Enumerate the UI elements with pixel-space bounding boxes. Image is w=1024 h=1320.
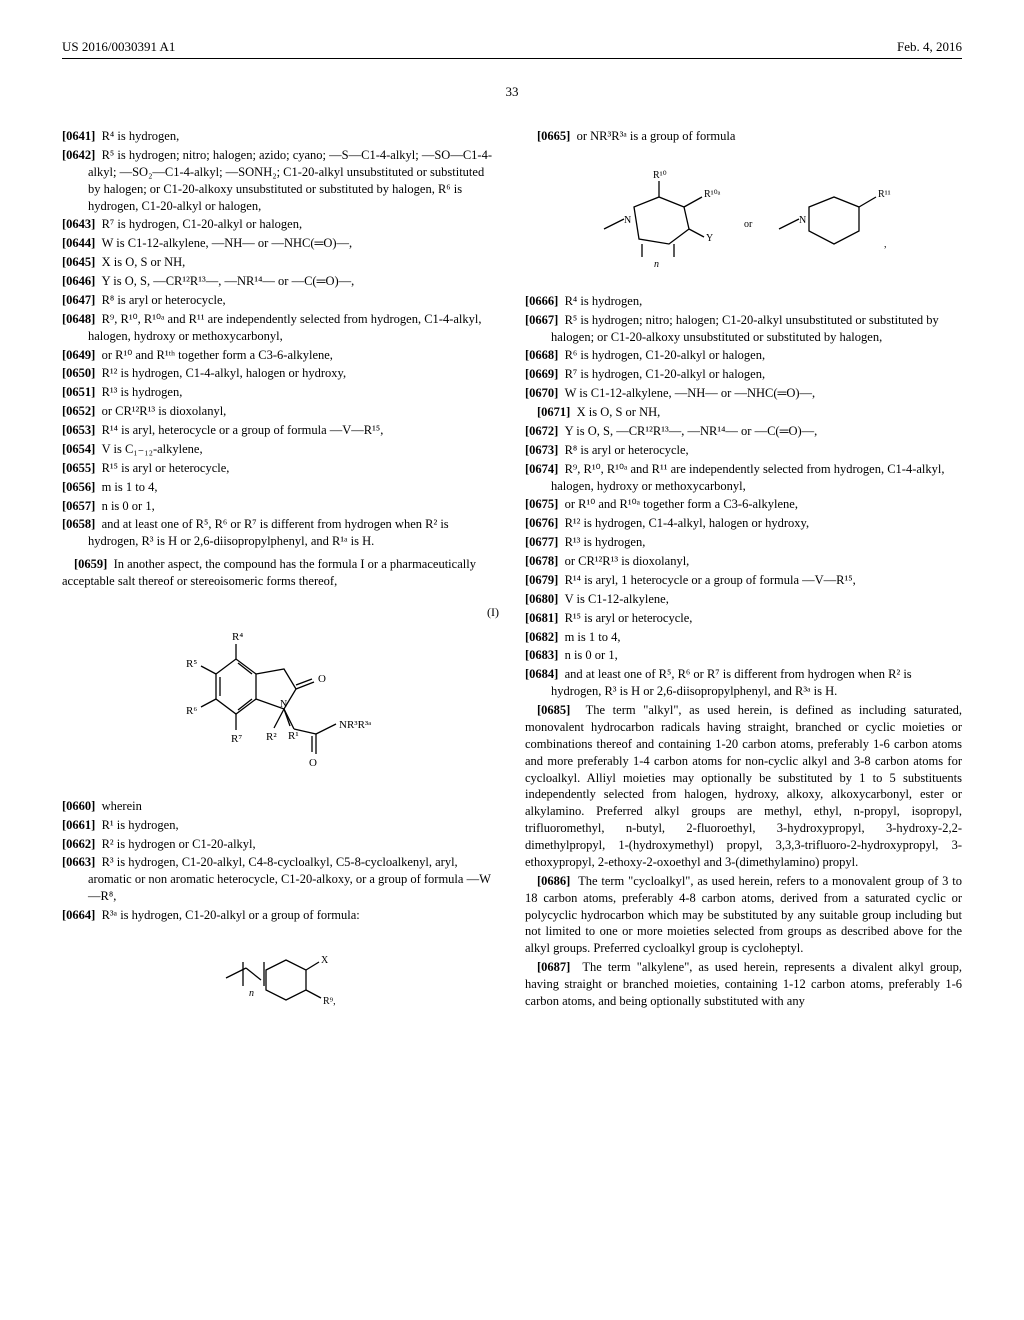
para-0655: [0655] R¹⁵ is aryl or heterocycle, <box>62 460 499 477</box>
para-0661: [0661] R¹ is hydrogen, <box>62 817 499 834</box>
para-0648: [0648] R⁹, R¹⁰, R¹⁰ᵃ and R¹¹ are indepen… <box>62 311 499 345</box>
para-0660: [0660] wherein <box>62 798 499 815</box>
para-0667: [0667] R⁵ is hydrogen; nitro; halogen; C… <box>525 312 962 346</box>
para-0662: [0662] R² is hydrogen or C1-20-alkyl, <box>62 836 499 853</box>
svg-text:NR³R³ᵃ: NR³R³ᵃ <box>339 719 371 731</box>
para-0657: [0657] n is 0 or 1, <box>62 498 499 515</box>
para-0684: [0684] and at least one of R⁵, R⁶ or R⁷ … <box>525 666 962 700</box>
para-0675: [0675] or R¹⁰ and R¹⁰ᵃ together form a C… <box>525 496 962 513</box>
para-0682: [0682] m is 1 to 4, <box>525 629 962 646</box>
para-0677: [0677] R¹³ is hydrogen, <box>525 534 962 551</box>
page-header: US 2016/0030391 A1 Feb. 4, 2016 <box>62 38 962 56</box>
para-0653: [0653] R¹⁴ is aryl, heterocycle or a gro… <box>62 422 499 439</box>
para-0672: [0672] Y is O, S, —CR¹²R¹³—, —NR¹⁴— or —… <box>525 423 962 440</box>
left-column: [0641] R⁴ is hydrogen, [0642] R⁵ is hydr… <box>62 128 499 1032</box>
svg-text:X: X <box>321 955 329 966</box>
para-0658: [0658] and at least one of R⁵, R⁶ or R⁷ … <box>62 516 499 550</box>
svg-text:R¹⁰ᵃ: R¹⁰ᵃ <box>704 189 721 200</box>
svg-text:N: N <box>624 215 631 226</box>
para-0643: [0643] R⁷ is hydrogen, C1-20-alkyl or ha… <box>62 216 499 233</box>
svg-text:,: , <box>884 239 887 250</box>
svg-text:n: n <box>249 988 254 999</box>
svg-text:R⁵: R⁵ <box>186 658 197 670</box>
formula-small-ring-structure: n X R⁹, <box>211 938 351 1013</box>
para-0680: [0680] V is C1-12-alkylene, <box>525 591 962 608</box>
svg-text:n: n <box>654 259 659 270</box>
svg-text:O: O <box>309 757 317 769</box>
two-column-layout: [0641] R⁴ is hydrogen, [0642] R⁵ is hydr… <box>62 128 962 1032</box>
para-0663: [0663] R³ is hydrogen, C1-20-alkyl, C4-8… <box>62 854 499 905</box>
header-rule <box>62 58 962 59</box>
para-0686: [0686] The term "cycloalkyl", as used he… <box>525 873 962 957</box>
svg-text:or: or <box>744 219 753 230</box>
svg-text:N: N <box>799 215 806 226</box>
para-0674: [0674] R⁹, R¹⁰, R¹⁰ᵃ and R¹¹ are indepen… <box>525 461 962 495</box>
publication-date: Feb. 4, 2016 <box>897 38 962 56</box>
formula-I-structure: R⁴ R⁵ R⁶ R⁷ O N R² R¹ NR³R³ᵃ O <box>156 604 406 779</box>
svg-text:R⁹,: R⁹, <box>323 996 336 1007</box>
svg-text:N: N <box>280 699 287 710</box>
para-0681: [0681] R¹⁵ is aryl or heterocycle, <box>525 610 962 627</box>
para-0669: [0669] R⁷ is hydrogen, C1-20-alkyl or ha… <box>525 366 962 383</box>
para-0644: [0644] W is C1-12-alkylene, —NH— or —NHC… <box>62 235 499 252</box>
para-0647: [0647] R⁸ is aryl or heterocycle, <box>62 292 499 309</box>
publication-number: US 2016/0030391 A1 <box>62 38 175 56</box>
svg-text:R¹: R¹ <box>288 730 299 742</box>
svg-text:R¹¹: R¹¹ <box>878 189 891 200</box>
para-0650: [0650] R¹² is hydrogen, C1-4-alkyl, halo… <box>62 365 499 382</box>
para-0676: [0676] R¹² is hydrogen, C1-4-alkyl, halo… <box>525 515 962 532</box>
para-0673: [0673] R⁸ is aryl or heterocycle, <box>525 442 962 459</box>
svg-text:O: O <box>318 673 326 685</box>
para-0659: [0659] In another aspect, the compound h… <box>62 556 499 590</box>
para-0665: [0665] or NR³R³ᵃ is a group of formula <box>525 128 962 145</box>
svg-text:R¹⁰: R¹⁰ <box>653 170 667 181</box>
para-0649: [0649] or R¹⁰ and R¹ᵗʰ together form a C… <box>62 347 499 364</box>
para-0654: [0654] V is C₁₋₁₂-alkylene, <box>62 441 499 458</box>
para-0642: [0642] R⁵ is hydrogen; nitro; halogen; a… <box>62 147 499 215</box>
para-0645: [0645] X is O, S or NH, <box>62 254 499 271</box>
para-0656: [0656] m is 1 to 4, <box>62 479 499 496</box>
para-0679: [0679] R¹⁴ is aryl, 1 heterocycle or a g… <box>525 572 962 589</box>
formula-I-label: (I) <box>487 604 499 620</box>
svg-text:R⁶: R⁶ <box>186 705 197 717</box>
para-0670: [0670] W is C1-12-alkylene, —NH— or —NHC… <box>525 385 962 402</box>
para-0652: [0652] or CR¹²R¹³ is dioxolanyl, <box>62 403 499 420</box>
formula-I-block: (I) <box>62 604 499 784</box>
para-0664: [0664] R³ᵃ is hydrogen, C1-20-alkyl or a… <box>62 907 499 924</box>
svg-text:R⁴: R⁴ <box>232 631 243 643</box>
para-0687: [0687] The term "alkylene", as used here… <box>525 959 962 1010</box>
para-0671: [0671] X is O, S or NH, <box>525 404 962 421</box>
para-0685: [0685] The term "alkyl", as used herein,… <box>525 702 962 871</box>
right-column: [0665] or NR³R³ᵃ is a group of formula <box>525 128 962 1032</box>
page-number: 33 <box>62 83 962 101</box>
para-0683: [0683] n is 0 or 1, <box>525 647 962 664</box>
svg-text:Y: Y <box>706 233 713 244</box>
para-0641: [0641] R⁴ is hydrogen, <box>62 128 499 145</box>
para-0651: [0651] R¹³ is hydrogen, <box>62 384 499 401</box>
formula-NR3R3a-structure: N R¹⁰ R¹⁰ᵃ Y n or N R¹¹ , <box>584 159 904 274</box>
svg-text:R⁷: R⁷ <box>231 733 242 745</box>
formula-small-ring: n X R⁹, <box>62 938 499 1018</box>
formula-NR3R3a: N R¹⁰ R¹⁰ᵃ Y n or N R¹¹ , <box>525 159 962 279</box>
para-0678: [0678] or CR¹²R¹³ is dioxolanyl, <box>525 553 962 570</box>
para-0646: [0646] Y is O, S, —CR¹²R¹³—, —NR¹⁴— or —… <box>62 273 499 290</box>
para-0668: [0668] R⁶ is hydrogen, C1-20-alkyl or ha… <box>525 347 962 364</box>
para-0666: [0666] R⁴ is hydrogen, <box>525 293 962 310</box>
svg-text:R²: R² <box>266 731 277 743</box>
